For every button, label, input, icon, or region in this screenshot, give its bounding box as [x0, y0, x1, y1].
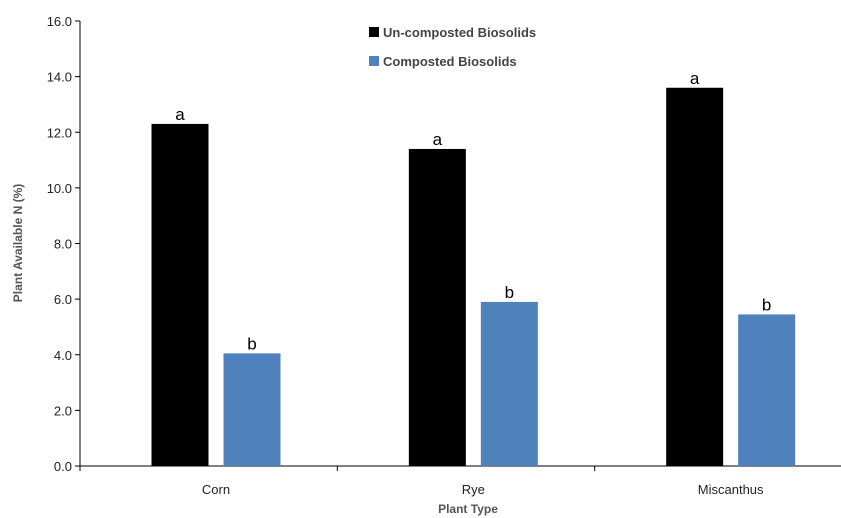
y-tick-label: 10.0 [47, 181, 72, 196]
bars [152, 88, 796, 466]
y-tick-label: 4.0 [54, 348, 72, 363]
bar-miscanthus-composted [738, 314, 795, 466]
significance-label: a [690, 69, 700, 88]
bar-miscanthus-un-composted [666, 88, 723, 466]
bar-corn-un-composted [152, 124, 209, 466]
x-tick-label: Miscanthus [698, 482, 764, 497]
significance-label: b [247, 334, 256, 353]
x-axis: Corn Rye Miscanthus [80, 466, 841, 497]
bar-rye-composted [481, 302, 538, 466]
y-tick-label: 16.0 [47, 14, 72, 29]
y-tick-label: 8.0 [54, 237, 72, 252]
y-axis: 0.0 2.0 4.0 6.0 8.0 10.0 12.0 14.0 16.0 [47, 14, 80, 474]
bar-corn-composted [224, 353, 281, 466]
significance-label: a [433, 130, 443, 149]
significance-label: b [505, 283, 514, 302]
legend-swatch [369, 56, 379, 66]
y-tick-label: 12.0 [47, 125, 72, 140]
legend-swatch [369, 27, 379, 37]
bar-rye-un-composted [409, 149, 466, 466]
x-axis-title: Plant Type [438, 502, 498, 516]
legend-label: Un-composted Biosolids [383, 25, 536, 40]
x-tick-label: Rye [462, 482, 485, 497]
y-tick-label: 2.0 [54, 403, 72, 418]
legend: Un-composted Biosolids Composted Biosolid… [369, 25, 536, 69]
y-axis-title: Plant Available N (%) [11, 184, 25, 302]
x-tick-label: Corn [202, 482, 230, 497]
legend-label: Composted Biosolids [383, 54, 517, 69]
y-tick-label: 6.0 [54, 292, 72, 307]
y-tick-label: 14.0 [47, 70, 72, 85]
y-tick-label: 0.0 [54, 459, 72, 474]
significance-label: a [175, 105, 185, 124]
significance-label: b [762, 295, 771, 314]
